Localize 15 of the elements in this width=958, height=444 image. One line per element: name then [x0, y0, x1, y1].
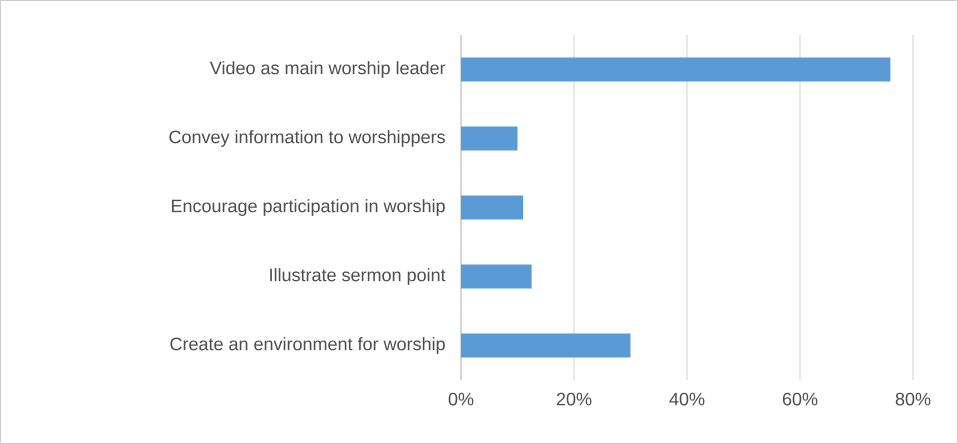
y-tick-label: Create an environment for worship: [170, 337, 445, 354]
y-tick-label: Convey information to worshippers: [169, 130, 445, 147]
y-tick-label: Encourage participation in worship: [172, 199, 445, 216]
y-tick-label: Video as main worship leader: [210, 61, 446, 78]
x-tick-label: 0%: [448, 392, 474, 406]
x-tick-label: 20%: [556, 392, 592, 406]
x-tick-label: 40%: [669, 392, 704, 406]
bar: [461, 264, 532, 289]
bar: [461, 58, 890, 82]
x-tick-label: 80%: [896, 392, 930, 406]
x-tick-label: 60%: [782, 392, 818, 406]
bar: [461, 126, 518, 151]
bar: [461, 196, 524, 220]
y-tick-label: Illustrate sermon point: [270, 268, 446, 285]
bar: [461, 334, 630, 358]
